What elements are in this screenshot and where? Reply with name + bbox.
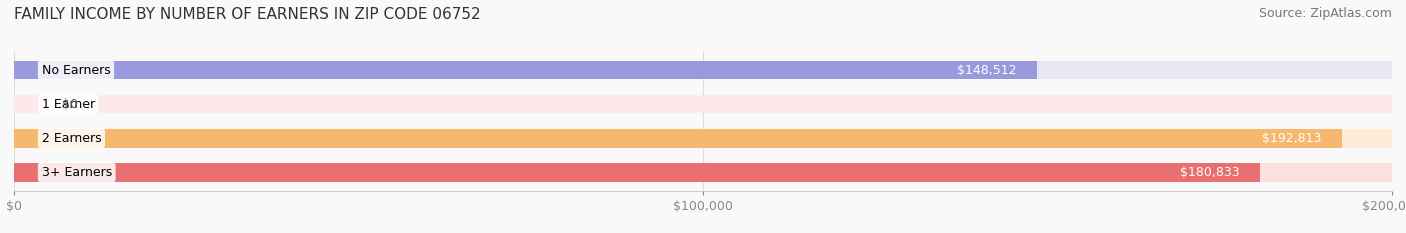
Text: FAMILY INCOME BY NUMBER OF EARNERS IN ZIP CODE 06752: FAMILY INCOME BY NUMBER OF EARNERS IN ZI… [14, 7, 481, 22]
Bar [14, 129, 1392, 147]
Bar [14, 95, 1392, 113]
Text: $148,512: $148,512 [957, 64, 1017, 76]
Bar [14, 61, 1038, 79]
Text: $180,833: $180,833 [1180, 166, 1239, 179]
Text: 2 Earners: 2 Earners [42, 132, 101, 145]
Text: No Earners: No Earners [42, 64, 110, 76]
Bar [14, 129, 1343, 147]
Text: Source: ZipAtlas.com: Source: ZipAtlas.com [1258, 7, 1392, 20]
Text: $192,813: $192,813 [1263, 132, 1322, 145]
Bar [14, 61, 1392, 79]
Text: $0: $0 [62, 98, 79, 111]
Bar [14, 163, 1260, 182]
Bar [14, 163, 1392, 182]
Text: 3+ Earners: 3+ Earners [42, 166, 112, 179]
Text: 1 Earner: 1 Earner [42, 98, 94, 111]
